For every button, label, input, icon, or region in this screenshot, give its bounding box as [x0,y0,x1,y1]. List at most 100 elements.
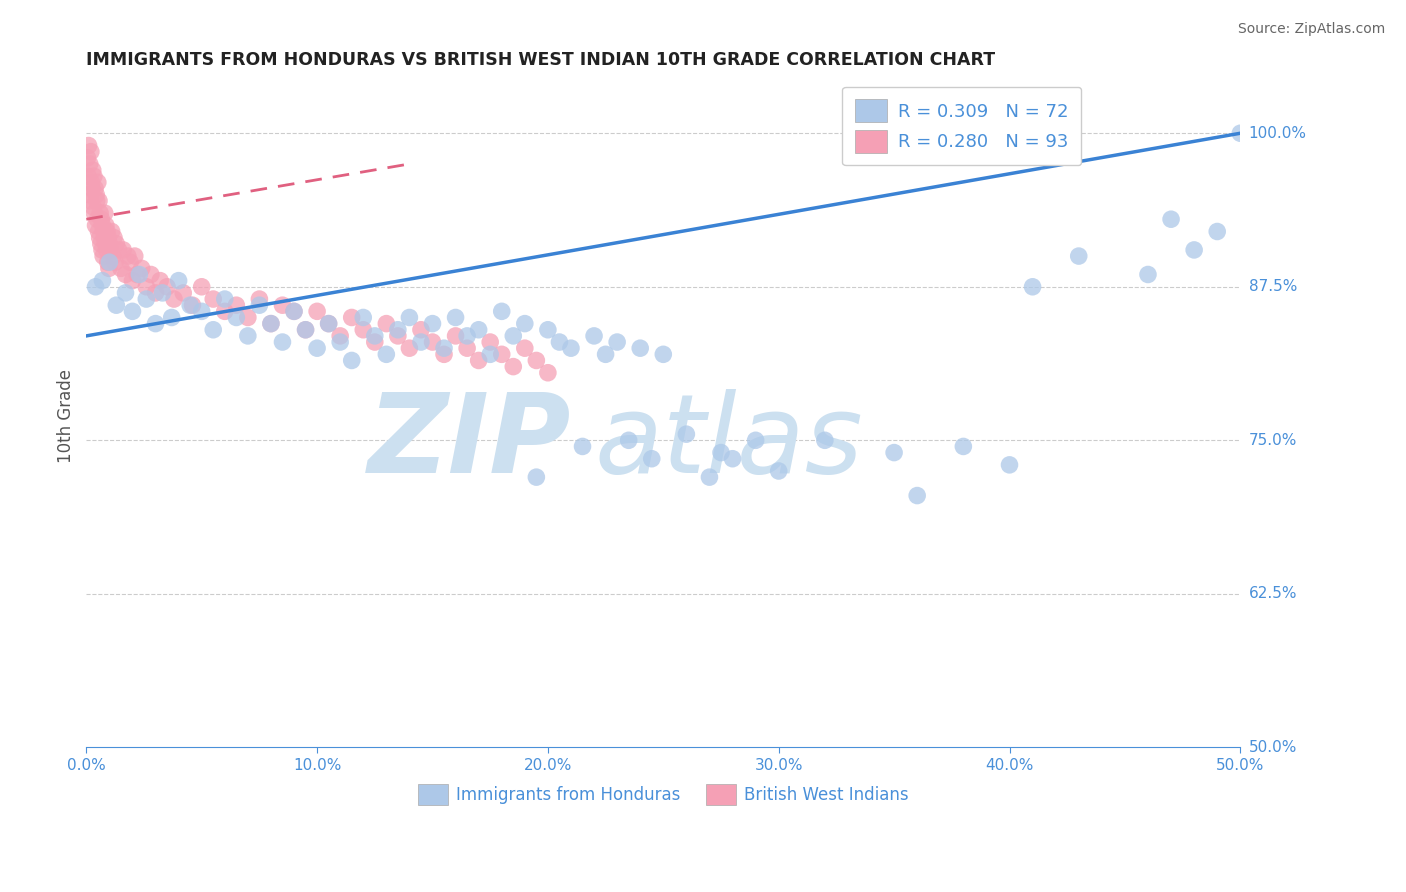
Point [80,175,103,189]
Point [905,489,928,503]
Point [387,329,409,343]
Point [82,163,104,178]
Point [214,292,236,306]
Point [149,274,172,288]
Point [124,249,146,263]
Point [100,225,122,239]
Point [97,255,120,269]
Point [128,268,150,282]
Point [524,353,547,368]
Point [329,334,352,349]
Point [93,225,115,239]
Point [1067,249,1090,263]
Text: ZIP: ZIP [367,389,571,496]
Point [456,329,478,343]
Point [768,464,790,478]
Point [513,341,536,355]
Point [145,285,167,300]
Point [617,434,640,448]
Point [283,304,305,318]
Point [121,304,143,318]
Text: 62.5%: 62.5% [1249,586,1298,601]
Point [271,298,294,312]
Point [364,329,387,343]
Point [595,347,617,361]
Point [107,243,129,257]
Point [179,298,201,312]
Point [96,243,118,257]
Point [375,317,398,331]
Point [537,366,560,380]
Point [502,329,524,343]
Text: 100.0%: 100.0% [1249,126,1306,141]
Point [94,219,117,233]
Point [77,138,100,153]
Point [271,334,294,349]
Point [77,169,100,184]
Point [79,194,101,208]
Point [247,292,270,306]
Point [120,255,142,269]
Point [433,341,456,355]
Point [318,317,340,331]
Point [652,347,675,361]
Point [114,285,136,300]
Point [375,347,398,361]
Point [90,212,112,227]
Point [163,292,186,306]
Point [135,292,157,306]
Point [422,334,444,349]
Point [524,470,547,484]
Point [560,341,582,355]
Point [97,230,120,244]
Point [502,359,524,374]
Text: 75.0%: 75.0% [1249,433,1296,448]
Point [202,323,225,337]
Text: IMMIGRANTS FROM HONDURAS VS BRITISH WEST INDIAN 10TH GRADE CORRELATION CHART: IMMIGRANTS FROM HONDURAS VS BRITISH WEST… [86,51,995,69]
Point [387,323,409,337]
Point [641,451,664,466]
Point [84,181,107,195]
Point [145,317,167,331]
Point [103,230,125,244]
Y-axis label: 10th Grade: 10th Grade [58,368,75,463]
Point [814,434,837,448]
Point [352,310,374,325]
Point [479,347,502,361]
Point [675,427,697,442]
Point [87,175,110,189]
Point [79,157,101,171]
Point [283,304,305,318]
Point [952,439,974,453]
Text: 87.5%: 87.5% [1249,279,1296,294]
Point [628,341,651,355]
Point [422,317,444,331]
Point [80,145,103,159]
Point [96,225,118,239]
Point [77,187,100,202]
Point [80,181,103,195]
Point [90,236,112,251]
Point [84,219,107,233]
Point [131,261,153,276]
Point [352,323,374,337]
Point [160,310,183,325]
Point [1136,268,1159,282]
Point [105,298,128,312]
Point [84,187,107,202]
Point [84,279,107,293]
Point [167,274,190,288]
Point [606,334,628,349]
Point [98,255,121,269]
Point [117,249,139,263]
Point [190,304,212,318]
Point [260,317,283,331]
Point [444,310,467,325]
Point [87,194,110,208]
Point [83,206,105,220]
Point [318,317,340,331]
Point [444,329,467,343]
Point [340,353,363,368]
Point [89,206,111,220]
Point [225,298,247,312]
